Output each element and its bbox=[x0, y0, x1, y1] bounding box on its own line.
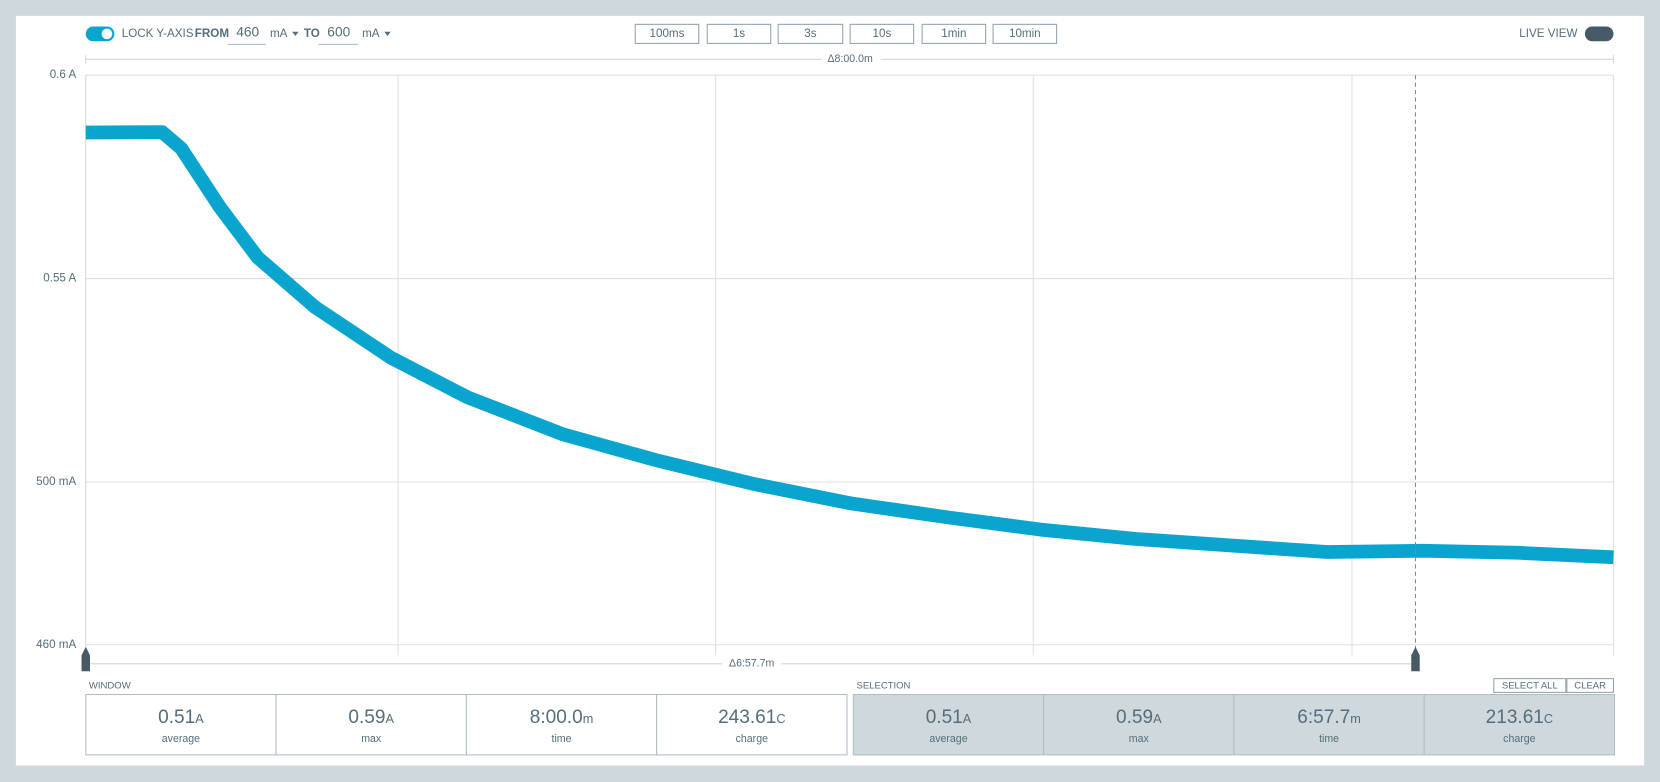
selection-handle[interactable] bbox=[1411, 646, 1420, 672]
stat-unit: A bbox=[963, 712, 972, 726]
from-input[interactable]: 460 bbox=[236, 24, 259, 39]
window-delta: Δ8:00.0m bbox=[827, 53, 872, 65]
stat-value: 8:00.0m bbox=[530, 707, 594, 728]
label-bg bbox=[722, 656, 782, 672]
stat-unit: A bbox=[386, 712, 395, 726]
selection-button-label: CLEAR bbox=[1574, 681, 1606, 692]
panel bbox=[15, 15, 1645, 766]
y-tick-label: 0.55 A bbox=[43, 272, 76, 285]
y-tick-label: 0.6 A bbox=[50, 68, 77, 81]
stat-unit: A bbox=[1153, 712, 1162, 726]
caret bbox=[292, 31, 299, 36]
to-unit[interactable]: mA bbox=[362, 27, 380, 40]
selection-delta: Δ6:57.7m bbox=[729, 658, 774, 670]
stat-unit: m bbox=[583, 712, 594, 726]
selection-button-label: SELECT ALL bbox=[1502, 681, 1558, 692]
stat-number: 243.61 bbox=[718, 707, 776, 728]
stat-number: 213.61 bbox=[1486, 707, 1544, 728]
to-input[interactable]: 600 bbox=[327, 24, 350, 39]
selection-button[interactable] bbox=[1566, 678, 1614, 693]
stat-label: max bbox=[361, 733, 382, 745]
stat-number: 0.59 bbox=[1116, 707, 1153, 728]
time-button-label: 1s bbox=[733, 27, 745, 40]
section-title: SELECTION bbox=[856, 681, 910, 692]
stat-label: max bbox=[1129, 733, 1150, 745]
stat-value: 0.51A bbox=[158, 707, 204, 728]
stat-cell bbox=[465, 693, 658, 756]
to-label: TO bbox=[304, 27, 320, 40]
time-button[interactable] bbox=[992, 23, 1058, 44]
stat-cell bbox=[275, 693, 467, 756]
y-tick-label: 460 mA bbox=[36, 638, 76, 651]
stat-label: time bbox=[1319, 733, 1339, 745]
selection-button[interactable] bbox=[1493, 678, 1567, 693]
toggle-knob bbox=[101, 28, 113, 40]
stat-cell bbox=[1233, 693, 1425, 756]
time-button-label: 3s bbox=[804, 27, 816, 40]
time-button[interactable] bbox=[706, 23, 772, 44]
caret bbox=[384, 31, 391, 36]
time-button-label: 10min bbox=[1009, 27, 1041, 40]
time-button-label: 1min bbox=[941, 27, 966, 40]
from-label: FROM bbox=[195, 27, 229, 40]
stat-label: average bbox=[929, 733, 967, 745]
stat-label: average bbox=[162, 733, 200, 745]
stat-number: 0.59 bbox=[348, 707, 385, 728]
time-button[interactable] bbox=[921, 23, 987, 44]
stat-value: 0.59A bbox=[348, 707, 394, 728]
stat-label: charge bbox=[1503, 733, 1535, 745]
time-button-label: 100ms bbox=[650, 27, 685, 40]
stat-unit: C bbox=[776, 712, 785, 726]
time-button[interactable] bbox=[777, 23, 844, 44]
stat-unit: A bbox=[195, 712, 204, 726]
selection-handle[interactable] bbox=[81, 646, 90, 672]
lock-label: LOCK Y-AXIS bbox=[122, 27, 194, 40]
stat-cell bbox=[656, 693, 848, 756]
stat-value: 213.61C bbox=[1486, 707, 1553, 728]
stat-cell bbox=[1043, 693, 1235, 756]
current-line bbox=[85, 125, 1614, 565]
label-bg bbox=[821, 51, 881, 67]
time-button[interactable] bbox=[849, 23, 915, 44]
time-button[interactable] bbox=[634, 23, 700, 44]
stat-label: time bbox=[552, 733, 572, 745]
stat-unit: C bbox=[1544, 712, 1553, 726]
stat-label: charge bbox=[736, 733, 768, 745]
stat-value: 6:57.7m bbox=[1297, 707, 1361, 728]
stat-cell bbox=[852, 693, 1045, 756]
toggle-knob bbox=[1586, 28, 1598, 40]
section-title: WINDOW bbox=[89, 681, 131, 692]
stat-number: 0.51 bbox=[158, 707, 195, 728]
stat-number: 0.51 bbox=[926, 707, 963, 728]
stat-unit: m bbox=[1350, 712, 1361, 726]
stat-value: 0.59A bbox=[1116, 707, 1162, 728]
stat-value: 0.51A bbox=[926, 707, 972, 728]
from-unit[interactable]: mA bbox=[270, 27, 288, 40]
live-view-label: LIVE VIEW bbox=[1519, 27, 1577, 40]
stat-value: 243.61C bbox=[718, 707, 785, 728]
stat-number: 6:57.7 bbox=[1297, 707, 1350, 728]
stat-cell bbox=[1423, 693, 1616, 756]
y-tick-label: 500 mA bbox=[36, 475, 76, 488]
time-button-label: 10s bbox=[873, 27, 892, 40]
stat-number: 8:00.0 bbox=[530, 707, 583, 728]
